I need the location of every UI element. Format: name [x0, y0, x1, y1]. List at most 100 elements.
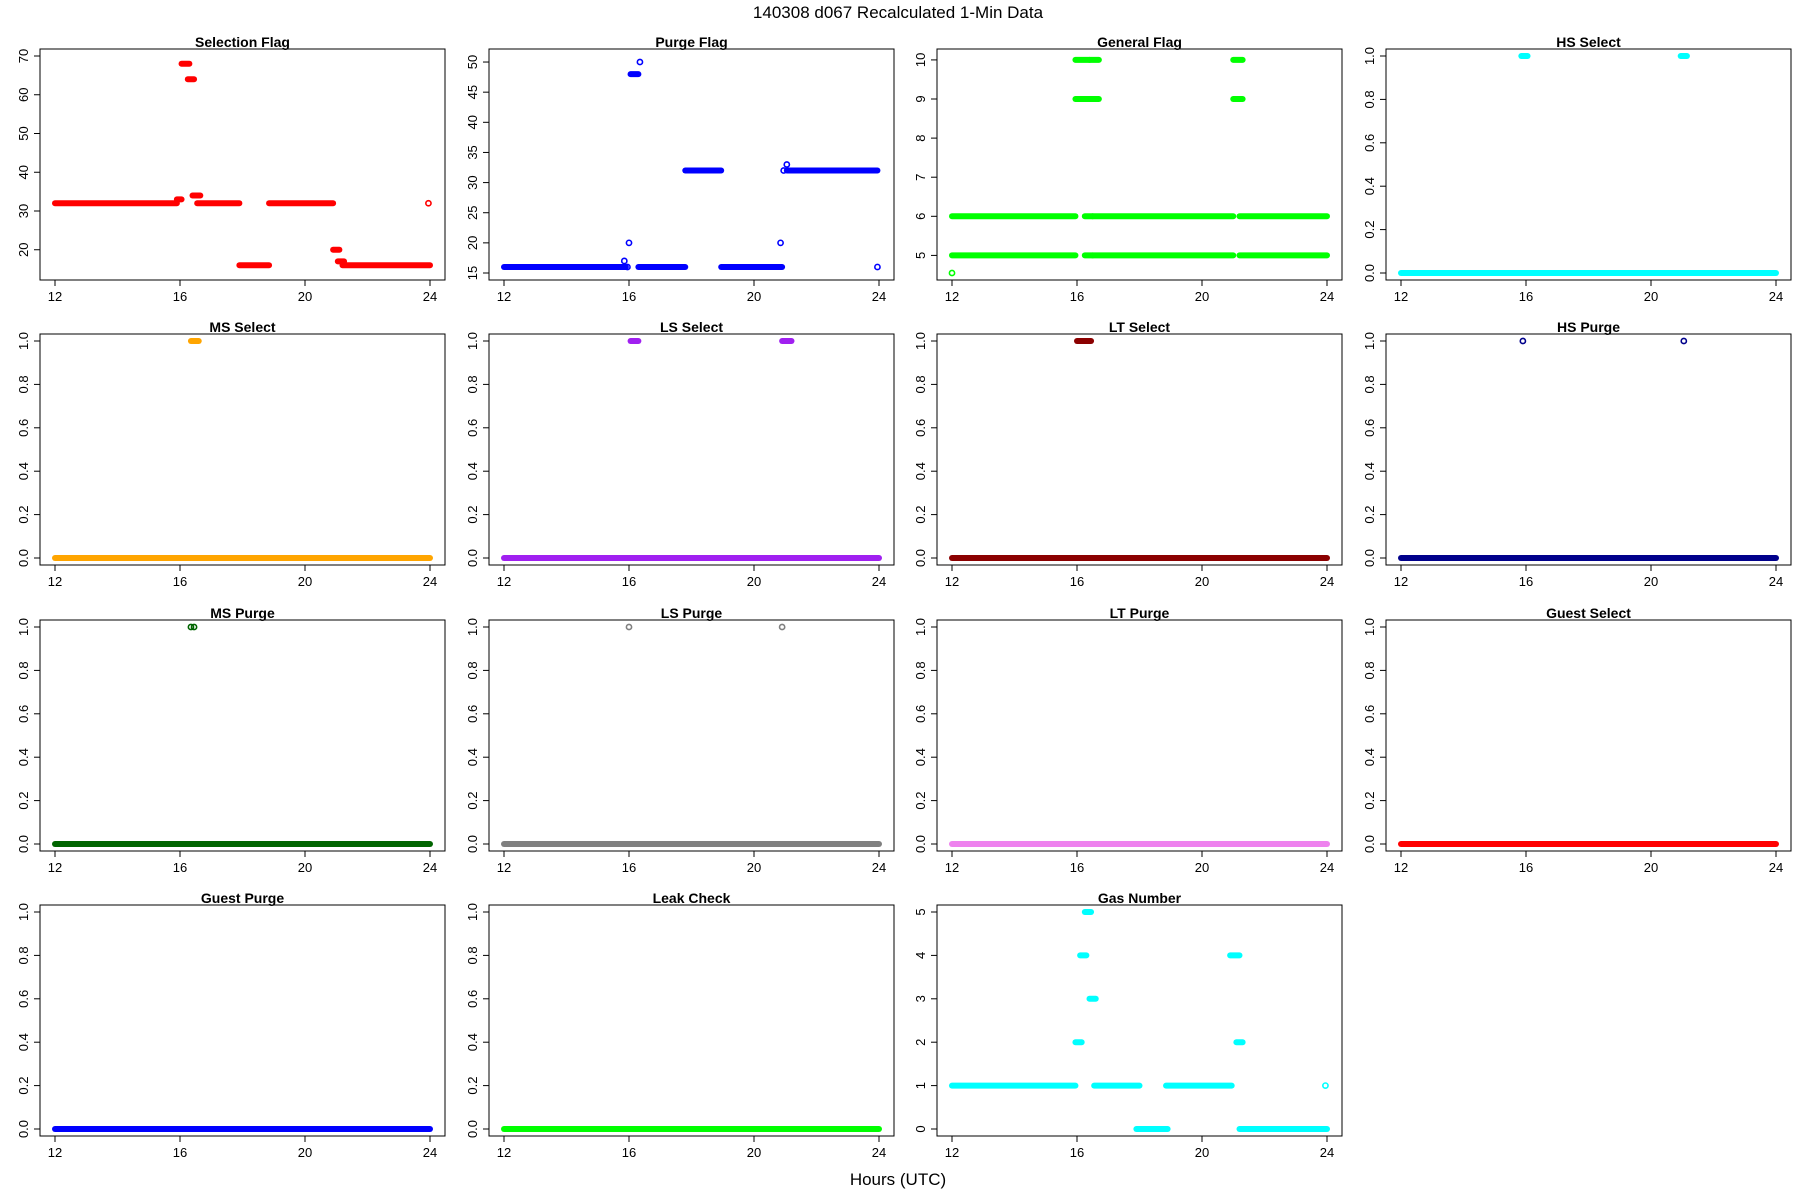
data-series [52, 60, 433, 269]
data-point [1322, 1082, 1329, 1089]
y-tick-label: 0.4 [465, 748, 480, 766]
y-tick-label: 0.0 [16, 835, 31, 853]
y-tick-label: 50 [16, 126, 31, 140]
y-tick-label: 0.6 [465, 990, 480, 1008]
y-axis: 0.0 0.2 0.4 0.6 0.8 1.0 [465, 903, 490, 1138]
panel-lt-purge: LT Purge 12 16 20 24 0.0 0.2 0.4 0.6 0.8 1.0 [913, 605, 1343, 875]
data-series [948, 56, 1330, 277]
plot-frame [488, 619, 895, 852]
x-tick-label: 24 [872, 1145, 886, 1160]
panel-hs-purge: HS Purge 12 16 20 24 0.0 0.2 0.4 0.6 0.8 1.0 [1362, 319, 1792, 589]
data-series [949, 909, 1330, 1132]
y-tick-label: 40 [465, 115, 480, 129]
y-tick-label: 0.4 [1362, 462, 1377, 480]
x-tick-label: 24 [1769, 289, 1783, 304]
y-tick-label: 45 [465, 85, 480, 99]
x-tick-label: 24 [1320, 289, 1334, 304]
x-axis: 12 16 20 24 [945, 1135, 1334, 1160]
panel-title: MS Select [209, 319, 275, 335]
y-tick-label: 60 [16, 88, 31, 102]
y-tick-label: 1.0 [913, 618, 928, 636]
y-tick-label: 0.4 [1362, 748, 1377, 766]
y-tick-label: 1.0 [16, 332, 31, 350]
y-tick-label: 0.4 [16, 1033, 31, 1051]
y-tick-label: 0.0 [1362, 264, 1377, 282]
data-point [780, 167, 788, 174]
y-tick-label: 0.6 [16, 705, 31, 723]
x-tick-label: 16 [173, 574, 187, 589]
y-tick-label: 1.0 [1362, 618, 1377, 636]
x-tick-label: 24 [1320, 574, 1334, 589]
plot-frame [1385, 48, 1792, 281]
data-series [52, 338, 433, 561]
data-point [625, 623, 633, 631]
y-tick-label: 0.6 [1362, 419, 1377, 437]
y-tick-label: 3 [913, 995, 928, 1002]
panel-title: Guest Purge [201, 890, 284, 906]
x-axis: 12 16 20 24 [48, 564, 437, 589]
y-tick-label: 0.6 [913, 419, 928, 437]
data-series [52, 623, 433, 847]
y-tick-label: 0.8 [1362, 90, 1377, 108]
panel-title: LT Select [1109, 319, 1171, 335]
y-tick-label: 0.8 [913, 375, 928, 393]
x-tick-label: 12 [497, 574, 511, 589]
x-tick-label: 20 [1644, 289, 1658, 304]
plot-frame [1385, 333, 1792, 566]
data-point [636, 58, 644, 66]
x-axis: 12 16 20 24 [1394, 850, 1783, 875]
x-tick-label: 12 [48, 574, 62, 589]
y-axis: 0.0 0.2 0.4 0.6 0.8 1.0 [16, 903, 41, 1138]
panel-ls-purge: LS Purge 12 16 20 24 0.0 0.2 0.4 0.6 0.8 1.0 [465, 605, 895, 875]
y-tick-label: 1.0 [913, 332, 928, 350]
y-tick-label: 0.6 [465, 705, 480, 723]
x-tick-label: 12 [48, 1145, 62, 1160]
panel-title: Purge Flag [655, 34, 727, 50]
y-tick-label: 0.8 [465, 661, 480, 679]
data-point [777, 239, 784, 247]
y-tick-label: 40 [16, 165, 31, 179]
x-tick-label: 16 [1070, 574, 1084, 589]
panel-ms-purge: MS Purge 12 16 20 24 0.0 0.2 0.4 0.6 0.8 1.0 [16, 605, 446, 875]
x-tick-label: 24 [1769, 860, 1783, 875]
x-tick-label: 20 [1644, 574, 1658, 589]
x-tick-label: 20 [747, 289, 761, 304]
data-series [1398, 337, 1779, 561]
panel-title: MS Purge [210, 605, 275, 621]
x-tick-label: 12 [497, 1145, 511, 1160]
x-tick-label: 20 [747, 574, 761, 589]
x-tick-label: 12 [48, 860, 62, 875]
x-axis: 12 16 20 24 [497, 279, 886, 304]
y-tick-label: 1.0 [465, 903, 480, 921]
y-tick-label: 0.2 [465, 1077, 480, 1095]
x-axis-label: Hours (UTC) [850, 1170, 946, 1189]
y-tick-label: 1 [913, 1082, 928, 1089]
y-tick-label: 0.6 [913, 705, 928, 723]
x-tick-label: 12 [945, 574, 959, 589]
y-tick-label: 0.8 [1362, 375, 1377, 393]
x-tick-label: 24 [872, 860, 886, 875]
y-tick-label: 1.0 [1362, 47, 1377, 65]
y-tick-label: 0.2 [913, 506, 928, 524]
y-tick-label: 0.2 [1362, 792, 1377, 810]
x-axis: 12 16 20 24 [1394, 279, 1783, 304]
x-axis: 12 16 20 24 [1394, 564, 1783, 589]
x-tick-label: 12 [1394, 860, 1408, 875]
x-axis: 12 16 20 24 [497, 1135, 886, 1160]
y-tick-label: 50 [465, 55, 480, 69]
y-tick-label: 9 [913, 95, 928, 102]
x-tick-label: 20 [747, 1145, 761, 1160]
y-tick-label: 0.8 [16, 661, 31, 679]
y-tick-label: 20 [16, 243, 31, 257]
plot-frame [488, 333, 895, 566]
x-tick-label: 12 [48, 289, 62, 304]
x-tick-label: 12 [945, 1145, 959, 1160]
y-tick-label: 0.0 [913, 835, 928, 853]
y-tick-label: 0.0 [913, 549, 928, 567]
y-tick-label: 0.2 [16, 792, 31, 810]
y-tick-label: 0.0 [16, 1120, 31, 1138]
x-tick-label: 20 [1644, 860, 1658, 875]
y-tick-label: 10 [913, 53, 928, 67]
y-tick-label: 0.8 [465, 946, 480, 964]
y-tick-label: 0.8 [16, 375, 31, 393]
